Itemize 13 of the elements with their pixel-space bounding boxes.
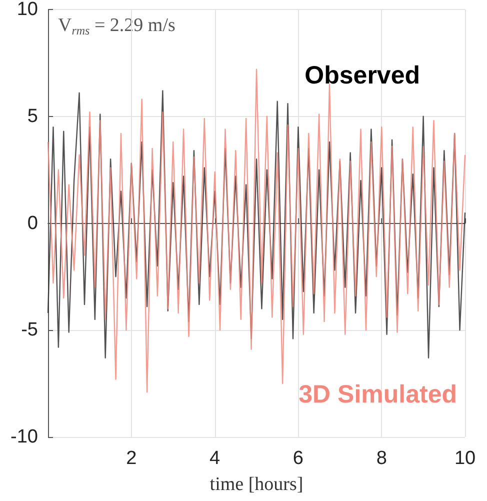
x-tick-label: 10: [454, 448, 476, 469]
y-tick-label: 10: [16, 0, 38, 20]
x-tick-label: 8: [376, 448, 387, 469]
x-tick-label: 6: [292, 448, 304, 469]
x-tick-label: 2: [126, 448, 137, 469]
series-label: 3D Simulated: [298, 380, 457, 408]
y-tick-label: -10: [10, 426, 38, 448]
y-tick-label: 5: [27, 106, 38, 127]
y-tick-label: -5: [21, 320, 38, 341]
series-label: Observed: [304, 62, 420, 90]
y-tick-label: 0: [27, 212, 38, 234]
x-axis-title: time [hours]: [210, 474, 304, 495]
x-tick-label: 4: [210, 448, 221, 469]
